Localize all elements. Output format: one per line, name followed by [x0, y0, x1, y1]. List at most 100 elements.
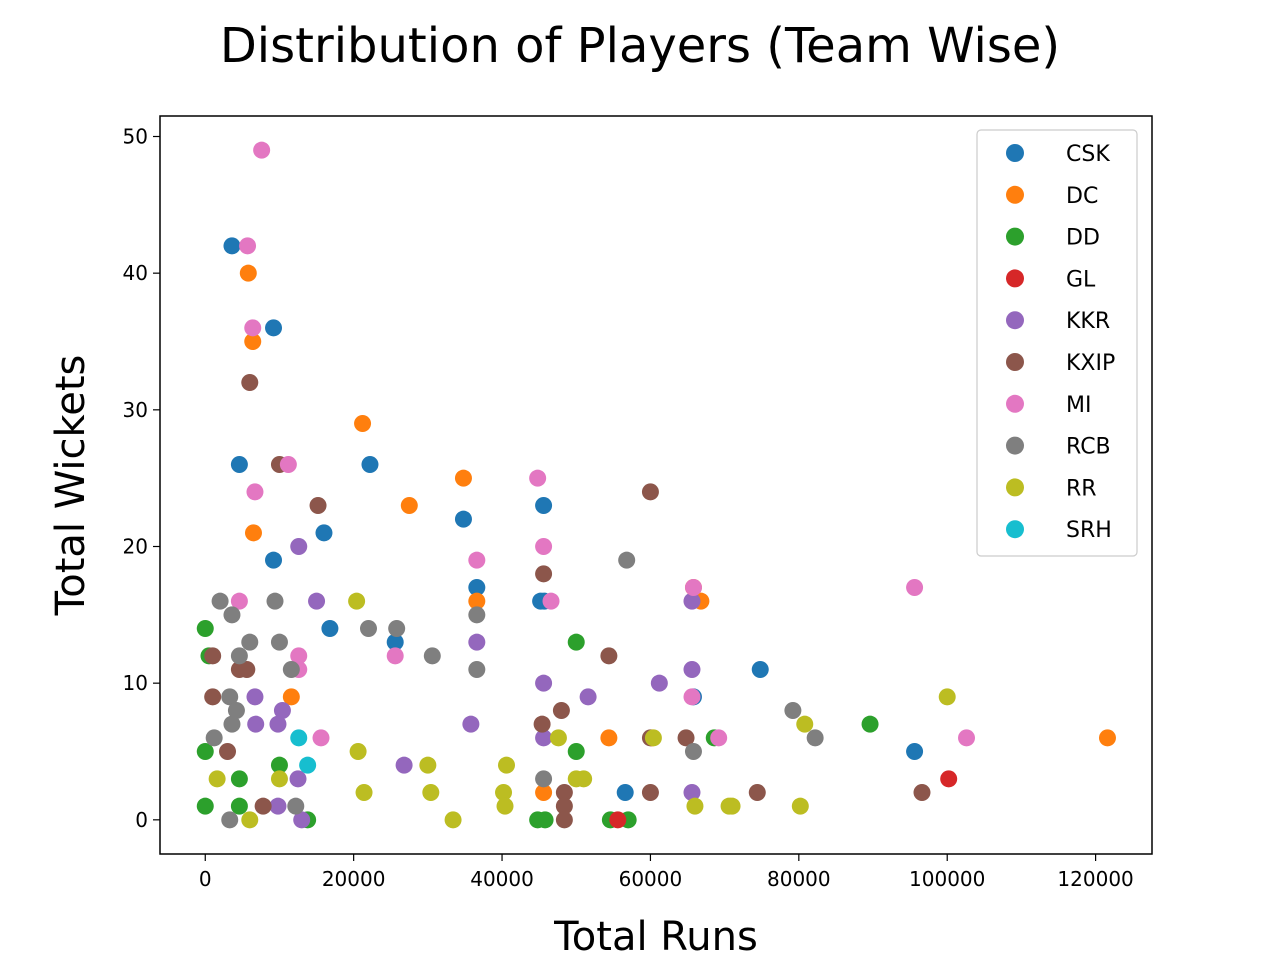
point-csk [265, 319, 283, 337]
point-kxip [535, 565, 553, 583]
legend-label-mi: MI [1066, 393, 1091, 418]
point-kxip [641, 483, 659, 501]
point-mi [710, 729, 728, 747]
legend-label-dc: DC [1066, 184, 1098, 209]
point-rcb [266, 592, 284, 610]
point-rcb [211, 592, 229, 610]
legend-marker-dc [1006, 185, 1024, 204]
point-rcb [684, 743, 702, 760]
point-kkr [650, 674, 668, 692]
point-rr [208, 770, 226, 788]
point-csk [321, 620, 339, 637]
series-csk [223, 237, 924, 801]
point-csk [468, 579, 486, 596]
point-kkr [289, 770, 307, 788]
point-dd [536, 811, 554, 829]
legend-item-dc: DC [1006, 184, 1098, 209]
point-mi [684, 579, 702, 596]
point-rcb [359, 620, 377, 637]
point-mi [958, 729, 976, 747]
legend-marker-gl [1006, 269, 1024, 288]
point-kkr [246, 688, 264, 706]
point-rcb [468, 661, 486, 678]
point-rcb [468, 606, 486, 624]
point-rcb [784, 702, 802, 719]
series-dc [239, 264, 1116, 801]
point-rr [419, 756, 437, 774]
plot-points [196, 141, 1116, 829]
point-csk [906, 743, 924, 760]
point-rr [496, 797, 514, 815]
series-mi [230, 141, 976, 747]
point-mi [906, 579, 924, 596]
legend-marker-mi [1006, 394, 1024, 413]
point-kxip [555, 811, 573, 829]
point-dc [239, 264, 257, 282]
point-rcb [227, 702, 245, 719]
point-kkr [683, 592, 701, 610]
point-rcb [223, 715, 241, 733]
x-tick-label: 20000 [322, 867, 386, 891]
point-kxip [204, 688, 222, 706]
legend-marker-csk [1006, 144, 1024, 162]
point-csk [535, 497, 553, 514]
point-rr [938, 688, 956, 706]
point-rcb [221, 688, 239, 706]
point-srh [290, 729, 308, 747]
point-rr [686, 797, 704, 815]
point-rr [444, 811, 462, 829]
point-csk [454, 510, 472, 528]
point-rr [355, 784, 373, 801]
point-kxip [309, 497, 327, 514]
point-kxip [555, 784, 573, 801]
point-dd [567, 743, 585, 760]
point-dd [270, 756, 288, 774]
legend-item-mi: MI [1006, 393, 1091, 418]
point-kxip [552, 702, 570, 719]
y-axis: 0 10 20 30 40 50 [123, 125, 160, 832]
point-dc [282, 688, 300, 706]
point-kxip [219, 743, 237, 760]
point-mi [468, 551, 486, 569]
y-tick-label: 0 [135, 808, 148, 832]
point-kxip [555, 797, 573, 815]
point-dd [230, 770, 248, 788]
y-tick-label: 20 [123, 535, 148, 559]
chart-title: Distribution of Players (Team Wise) [220, 18, 1060, 74]
point-csk [386, 633, 404, 651]
point-kxip [677, 729, 695, 747]
point-rr [422, 784, 440, 801]
point-rcb [388, 620, 406, 637]
point-rcb [241, 633, 259, 651]
point-kxip [533, 715, 551, 733]
point-rr [241, 811, 259, 829]
point-kkr [308, 592, 326, 610]
point-dd [196, 620, 214, 637]
point-mi [239, 237, 257, 255]
legend-item-dd: DD [1006, 226, 1100, 251]
series-gl [609, 770, 958, 829]
legend-label-srh: SRH [1066, 518, 1112, 543]
y-axis-label: Total Wickets [48, 355, 94, 617]
point-csk [230, 456, 248, 473]
legend-label-kkr: KKR [1066, 309, 1110, 334]
point-rcb [270, 633, 288, 651]
point-kkr [247, 715, 265, 733]
legend-marker-kkr [1006, 311, 1024, 330]
point-rr [796, 715, 814, 733]
point-rcb [282, 661, 300, 678]
point-kkr [535, 729, 553, 747]
legend-marker-dd [1006, 227, 1024, 246]
point-rcb [287, 797, 305, 815]
point-csk [315, 524, 333, 542]
point-dd [567, 633, 585, 651]
point-kkr [683, 784, 701, 801]
point-kkr [462, 715, 480, 733]
legend-label-rcb: RCB [1066, 435, 1111, 460]
point-rcb [230, 647, 248, 665]
point-csk [751, 661, 769, 678]
point-csk [265, 551, 283, 569]
point-dd [196, 743, 214, 760]
point-rcb [221, 811, 239, 829]
legend-item-rcb: RCB [1006, 435, 1111, 460]
